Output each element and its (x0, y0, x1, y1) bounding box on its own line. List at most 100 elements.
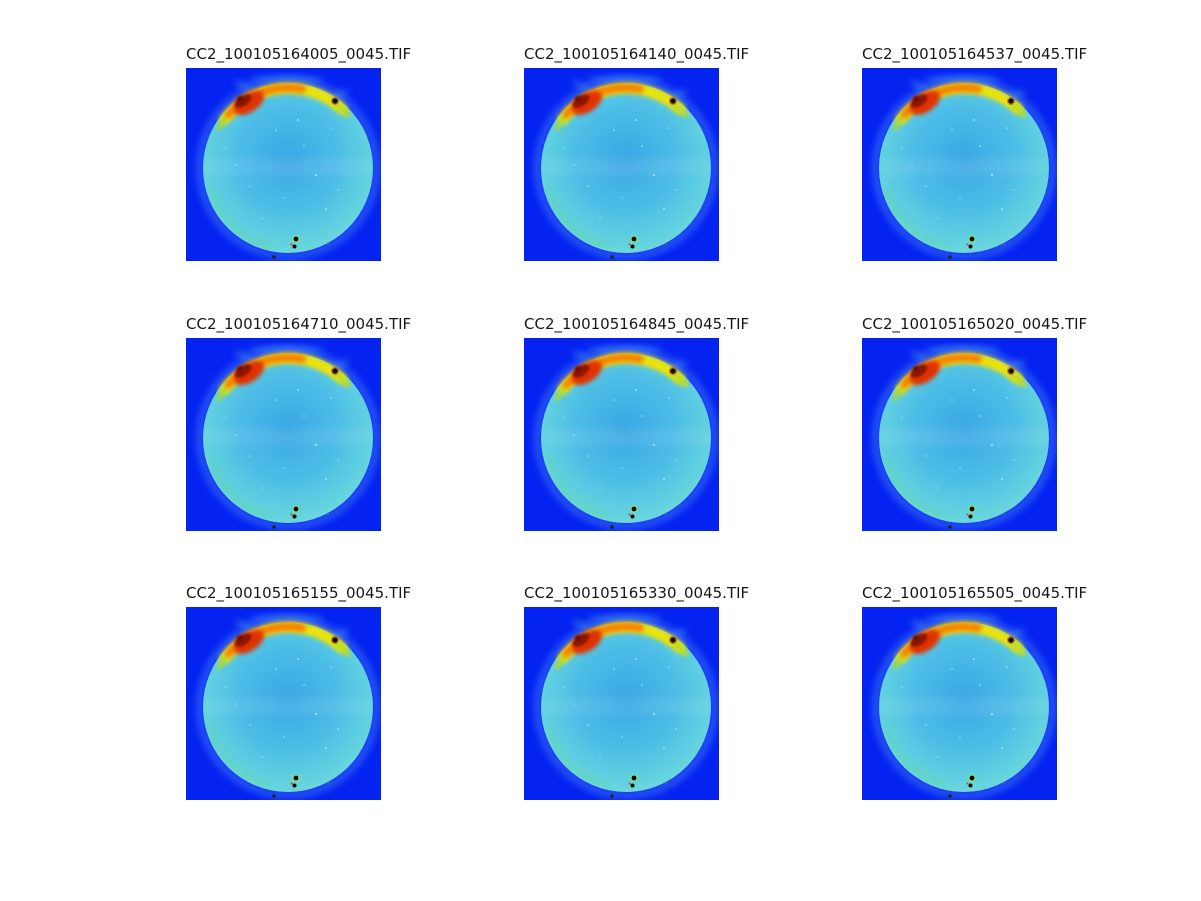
subplot-tile: CC2_100105165330_0045.TIF (524, 585, 749, 800)
rim-dot-ring (1006, 635, 1016, 645)
hot-arc-lime-left (215, 116, 228, 131)
hot-blob-core (572, 633, 590, 647)
rim-green-tint (207, 455, 271, 519)
allsky-thermal-image (524, 68, 719, 261)
subplot-tile: CC2_100105164845_0045.TIF (524, 316, 749, 531)
bottom-right-speck (326, 781, 330, 785)
allsky-thermal-image (862, 68, 1057, 261)
rim-green-tint (545, 455, 609, 519)
hot-blob-peak (237, 635, 243, 641)
hot-region (891, 82, 1027, 131)
rim-dot (1008, 637, 1014, 643)
rim-dot-ring (668, 635, 678, 645)
subplot-tile: CC2_100105164710_0045.TIF (186, 316, 411, 531)
bottom-dot-red-speck (966, 513, 969, 516)
rim-dot (670, 637, 676, 643)
subplot-title: CC2_100105164005_0045.TIF (186, 45, 412, 63)
allsky-thermal-image (186, 607, 381, 800)
allsky-thermal-image (524, 607, 719, 800)
hot-arc-lime-right (333, 640, 351, 657)
hot-arc-lime-left (553, 655, 566, 670)
hot-region (553, 82, 689, 131)
artifact-dots (948, 635, 1016, 798)
hot-blob-red (909, 630, 941, 654)
star-specks (563, 119, 677, 219)
hot-blob-core (910, 364, 928, 378)
rim-dot (332, 98, 338, 104)
rim-dot-ring (330, 96, 340, 106)
hot-arc-lime-left (891, 386, 904, 401)
mid-band (542, 158, 710, 176)
subplot-tile: CC2_100105165020_0045.TIF (862, 316, 1087, 531)
bottom-right-speck (664, 512, 668, 516)
bottom-edge-speck (948, 525, 952, 529)
hot-region (215, 621, 351, 670)
bottom-dot-red-speck (290, 782, 293, 785)
hot-region (553, 352, 689, 401)
hot-region (215, 82, 351, 131)
bottom-edge-speck (610, 794, 614, 798)
bottom-edge-speck (948, 255, 952, 259)
allsky-thermal-image (186, 338, 381, 531)
bottom-dot-red-speck (628, 513, 631, 516)
bottom-dot-lower (630, 783, 635, 788)
bottom-dot-red-speck (628, 243, 631, 246)
artifact-dots (948, 366, 1016, 529)
bottom-dot-lower (968, 244, 973, 249)
hot-blob-core (910, 94, 928, 108)
bottom-dot-upper (293, 236, 299, 242)
hot-blob-red (909, 91, 941, 115)
subplot-tile: CC2_100105164140_0045.TIF (524, 46, 749, 261)
subplot-tile: CC2_100105164005_0045.TIF (186, 46, 411, 261)
hot-arc-lime-left (215, 655, 228, 670)
hot-region (215, 352, 351, 401)
hot-arc-lime-left (553, 116, 566, 131)
star-specks (563, 389, 677, 489)
rim-dot-ring (1006, 96, 1016, 106)
hot-arc-lime-right (333, 371, 351, 388)
artifact-dots (610, 96, 678, 259)
bottom-dot-lower (968, 514, 973, 519)
bottom-right-speck (1002, 242, 1006, 246)
hot-blob-red (233, 361, 265, 385)
hot-region (891, 621, 1027, 670)
allsky-thermal-image (524, 338, 719, 531)
mid-band (204, 158, 372, 176)
bottom-dot-upper (631, 506, 637, 512)
rim-green-tint (207, 724, 271, 788)
artifact-dots (272, 366, 340, 529)
rim-dot (332, 637, 338, 643)
mid-band (542, 697, 710, 715)
bottom-dot-lower (292, 514, 297, 519)
mid-band (204, 428, 372, 446)
hot-blob-peak (913, 96, 919, 102)
rim-dot (1008, 98, 1014, 104)
star-specks (901, 389, 1015, 489)
bottom-right-speck (326, 512, 330, 516)
artifact-dots (272, 635, 340, 798)
hot-blob-red (233, 91, 265, 115)
hot-arc-lime-right (1009, 371, 1027, 388)
hot-arc-lime-left (891, 116, 904, 131)
rim-green-tint (883, 724, 947, 788)
bottom-dot-upper (969, 775, 975, 781)
bottom-dot-lower (292, 783, 297, 788)
star-specks (225, 658, 339, 758)
hot-blob-core (572, 94, 590, 108)
hot-blob-red (233, 630, 265, 654)
hot-blob-core (234, 94, 252, 108)
star-specks (225, 389, 339, 489)
bottom-edge-speck (610, 255, 614, 259)
subplot-tile: CC2_100105165155_0045.TIF (186, 585, 411, 800)
bottom-right-speck (1002, 781, 1006, 785)
bottom-dot-lower (630, 514, 635, 519)
hot-blob-core (234, 633, 252, 647)
rim-dot (670, 98, 676, 104)
mid-band (880, 158, 1048, 176)
subplot-tile: CC2_100105164537_0045.TIF (862, 46, 1087, 261)
subplot-title: CC2_100105164845_0045.TIF (524, 315, 750, 333)
hot-blob-peak (575, 366, 581, 372)
subplot-title: CC2_100105164537_0045.TIF (862, 45, 1088, 63)
bottom-dot-red-speck (966, 243, 969, 246)
